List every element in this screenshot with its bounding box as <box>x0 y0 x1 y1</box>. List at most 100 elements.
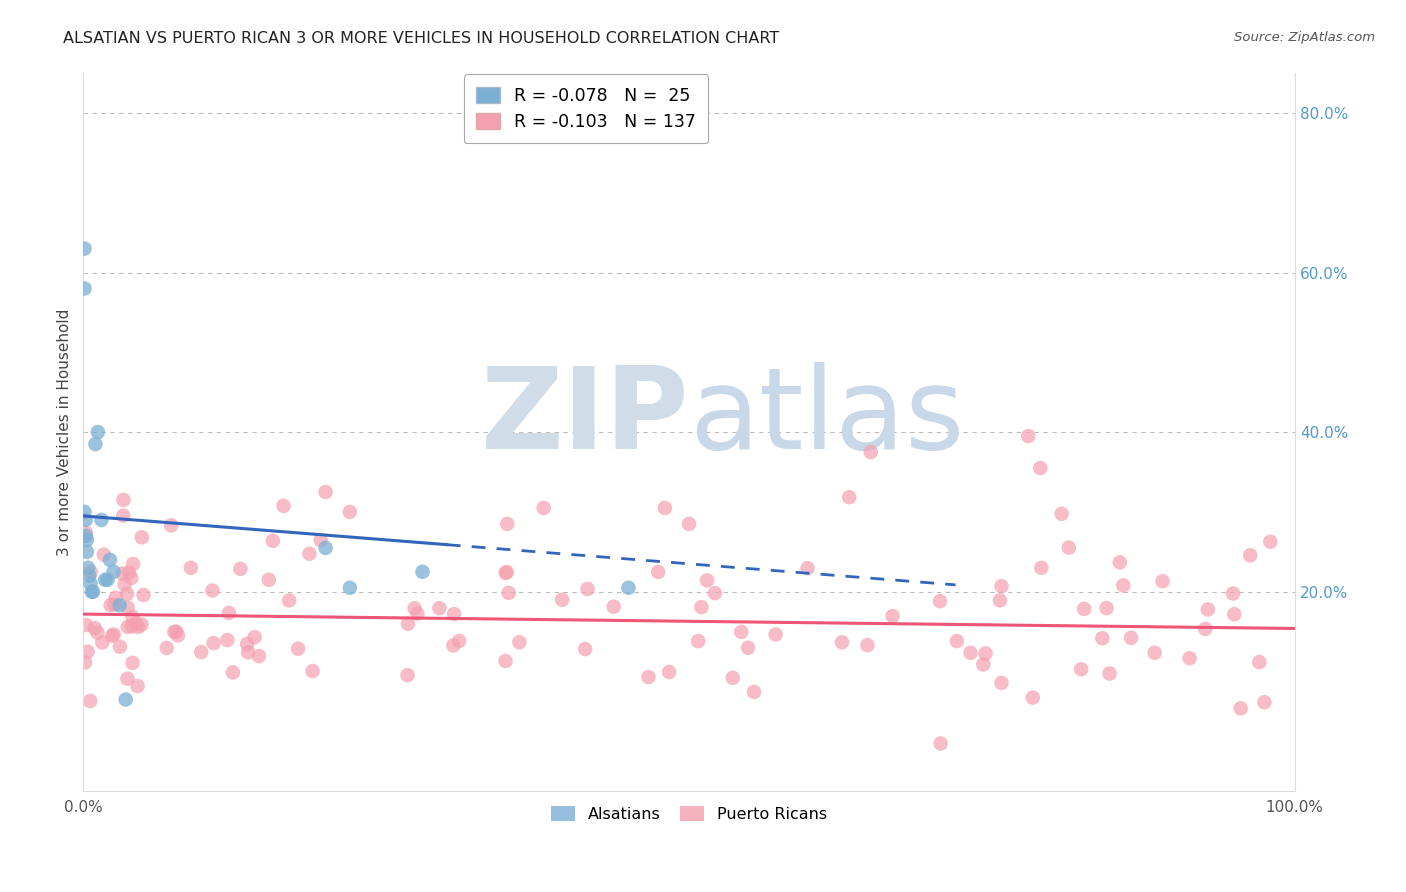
Point <box>1194 622 1216 636</box>
Point <box>1091 631 1114 645</box>
Point <box>1070 662 1092 676</box>
Point <box>132 588 155 602</box>
Point <box>1022 690 1045 705</box>
Point <box>84 437 107 451</box>
Point <box>498 586 520 600</box>
Point <box>339 581 361 595</box>
Point <box>496 516 519 531</box>
Legend: Alsatians, Puerto Ricans: Alsatians, Puerto Ricans <box>543 798 835 830</box>
Point <box>80 584 103 599</box>
Point <box>86 625 108 640</box>
Point <box>551 592 574 607</box>
Point <box>737 640 759 655</box>
Point <box>929 736 952 750</box>
Point <box>603 599 626 614</box>
Point <box>262 533 284 548</box>
Point <box>76 545 98 559</box>
Point <box>77 561 100 575</box>
Point <box>533 500 555 515</box>
Point <box>114 577 136 591</box>
Point <box>678 516 700 531</box>
Point <box>574 642 596 657</box>
Point <box>229 562 252 576</box>
Point <box>93 548 115 562</box>
Point <box>1119 631 1142 645</box>
Point <box>1031 560 1053 574</box>
Text: Source: ZipAtlas.com: Source: ZipAtlas.com <box>1234 31 1375 45</box>
Point <box>73 242 96 256</box>
Point <box>73 281 96 295</box>
Point <box>104 591 127 605</box>
Point <box>115 587 138 601</box>
Point <box>96 573 118 587</box>
Point <box>1057 541 1080 555</box>
Point <box>278 593 301 607</box>
Point <box>1222 586 1244 600</box>
Y-axis label: 3 or more Vehicles in Household: 3 or more Vehicles in Household <box>58 309 72 556</box>
Point <box>122 557 145 571</box>
Point <box>103 627 125 641</box>
Point <box>576 582 599 596</box>
Point <box>163 624 186 639</box>
Point <box>131 617 153 632</box>
Point <box>79 569 101 583</box>
Point <box>117 600 139 615</box>
Point <box>1050 507 1073 521</box>
Point <box>75 513 97 527</box>
Point <box>406 607 429 621</box>
Point <box>75 525 97 540</box>
Point <box>449 634 471 648</box>
Point <box>243 630 266 644</box>
Point <box>742 685 765 699</box>
Point <box>703 586 725 600</box>
Point <box>396 616 419 631</box>
Point <box>287 641 309 656</box>
Point <box>990 579 1012 593</box>
Point <box>201 583 224 598</box>
Point <box>273 499 295 513</box>
Point <box>112 492 135 507</box>
Point <box>495 566 517 580</box>
Text: atlas: atlas <box>689 362 965 474</box>
Point <box>1108 555 1130 569</box>
Point <box>101 629 124 643</box>
Point <box>959 646 981 660</box>
Point <box>236 637 259 651</box>
Point <box>1098 666 1121 681</box>
Point <box>180 561 202 575</box>
Point <box>696 574 718 588</box>
Point <box>730 624 752 639</box>
Point <box>1143 646 1166 660</box>
Point <box>236 645 259 659</box>
Point <box>495 654 517 668</box>
Point <box>617 581 640 595</box>
Point <box>94 573 117 587</box>
Point <box>929 594 952 608</box>
Point <box>1073 602 1095 616</box>
Point <box>108 599 131 613</box>
Point <box>1197 602 1219 616</box>
Point <box>495 565 517 579</box>
Point <box>125 616 148 631</box>
Point <box>100 598 122 612</box>
Point <box>404 601 426 615</box>
Point <box>658 665 681 679</box>
Point <box>217 633 239 648</box>
Point <box>190 645 212 659</box>
Point <box>765 627 787 641</box>
Point <box>103 598 125 612</box>
Point <box>988 593 1011 607</box>
Point <box>859 445 882 459</box>
Point <box>1229 701 1251 715</box>
Point <box>412 565 434 579</box>
Point <box>79 576 101 591</box>
Point <box>156 640 179 655</box>
Point <box>218 606 240 620</box>
Point <box>1095 601 1118 615</box>
Point <box>721 671 744 685</box>
Point <box>121 619 143 633</box>
Point <box>1017 429 1039 443</box>
Point <box>117 672 139 686</box>
Point <box>167 628 190 642</box>
Point <box>83 621 105 635</box>
